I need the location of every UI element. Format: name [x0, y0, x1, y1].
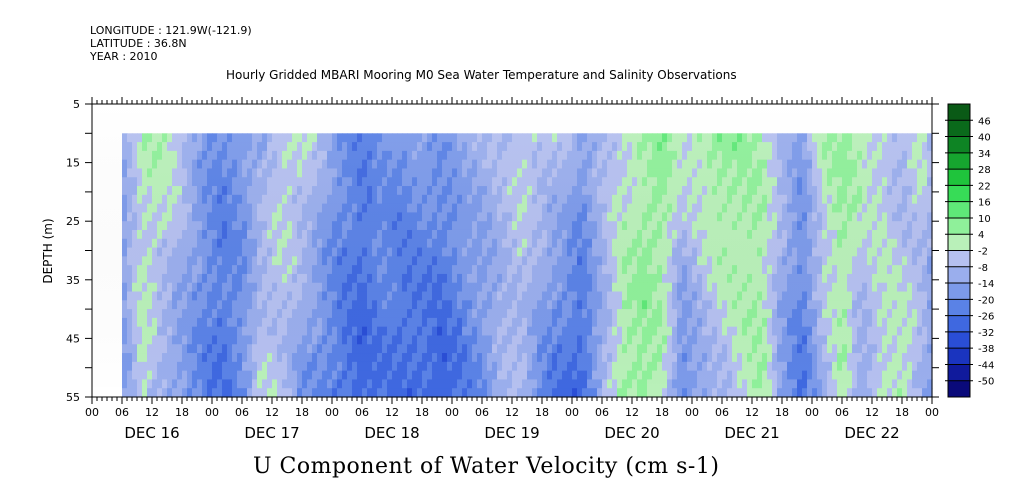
latitude-label: LATITUDE : 36.8N [90, 37, 187, 50]
longitude-label: LONGITUDE : 121.9W(-121.9) [90, 24, 252, 37]
chart-title: Hourly Gridded MBARI Mooring M0 Sea Wate… [226, 68, 737, 82]
x-axis: 00 06 12 18 00 06 12 18 00 06 12 18 00 06 12 18 00 06 12 18… [85, 97, 939, 442]
year-label: YEAR : 2010 [90, 50, 158, 63]
shading [92, 104, 932, 397]
